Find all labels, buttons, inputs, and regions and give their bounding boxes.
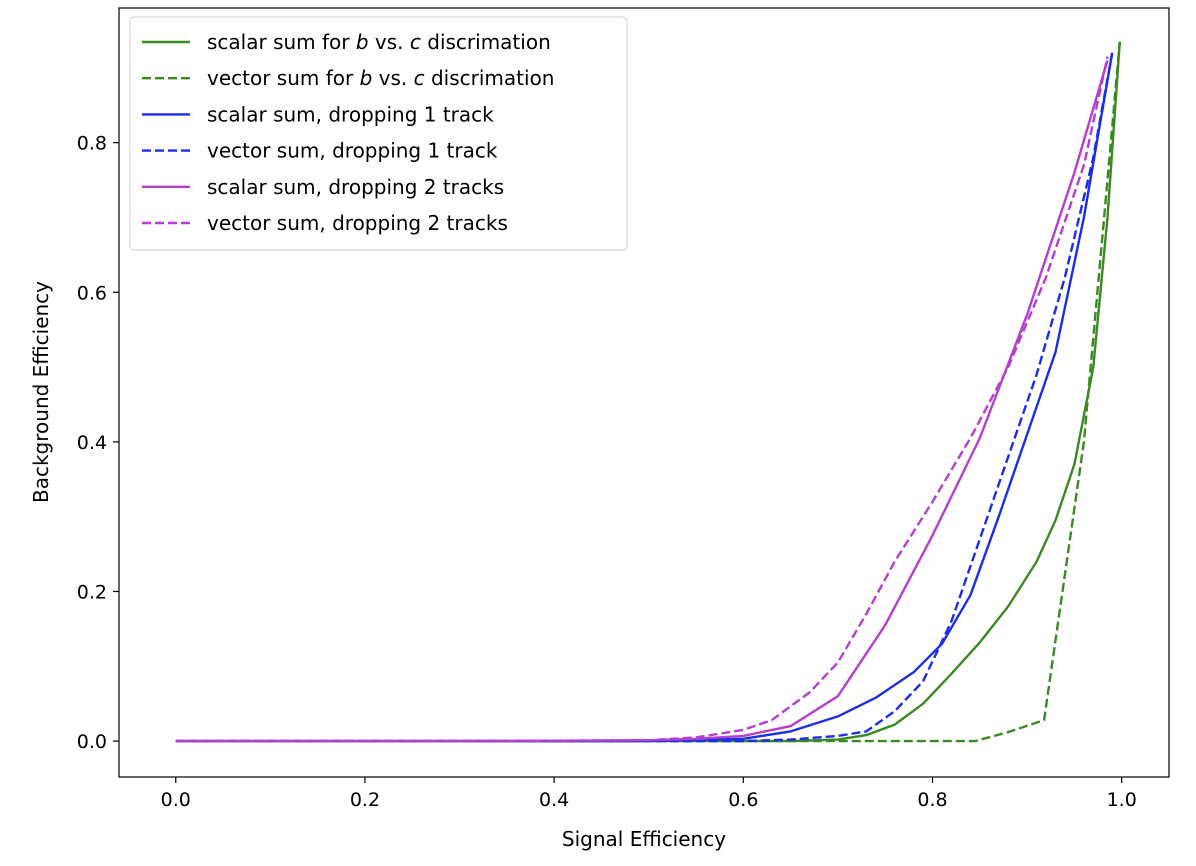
y-tick-label: 0.4 [77,432,107,454]
x-tick-label: 0.0 [161,789,191,811]
x-tick-label: 0.6 [728,789,758,811]
legend: scalar sum for b vs. c discrimation vecto… [129,16,628,251]
x-tick-label: 0.8 [917,789,947,811]
y-axis-label: Background Efficiency [29,281,53,503]
x-axis-label: Signal Efficiency [562,827,726,851]
x-tick-label: 1.0 [1107,789,1137,811]
y-tick-label: 0.0 [77,731,107,753]
series-line-4 [175,52,1114,743]
y-axis: 0.0 0.2 0.4 0.6 0.8 [77,133,119,753]
legend-label-4: vector sum, dropping 1 track [207,139,498,163]
y-tick-label: 0.6 [77,282,107,304]
series-line-6 [175,56,1109,743]
legend-label-2: vector sum for b vs. c discrimation [207,66,554,90]
legend-box [129,16,628,251]
x-axis: 0.0 0.2 0.4 0.6 0.8 1.0 [161,777,1137,811]
x-tick-label: 0.2 [350,789,380,811]
legend-label-5: scalar sum, dropping 2 tracks [207,175,504,199]
series-layer [175,41,1121,743]
legend-label-3: scalar sum, dropping 1 track [207,102,494,126]
legend-label-1: scalar sum for b vs. c discrimation [207,30,551,54]
plot-frame [118,7,1170,778]
legend-label-6: vector sum, dropping 2 tracks [207,211,508,235]
series-line-2 [175,41,1121,743]
x-tick-label: 0.4 [539,789,569,811]
y-tick-label: 0.8 [77,133,107,155]
y-tick-label: 0.2 [77,581,107,603]
